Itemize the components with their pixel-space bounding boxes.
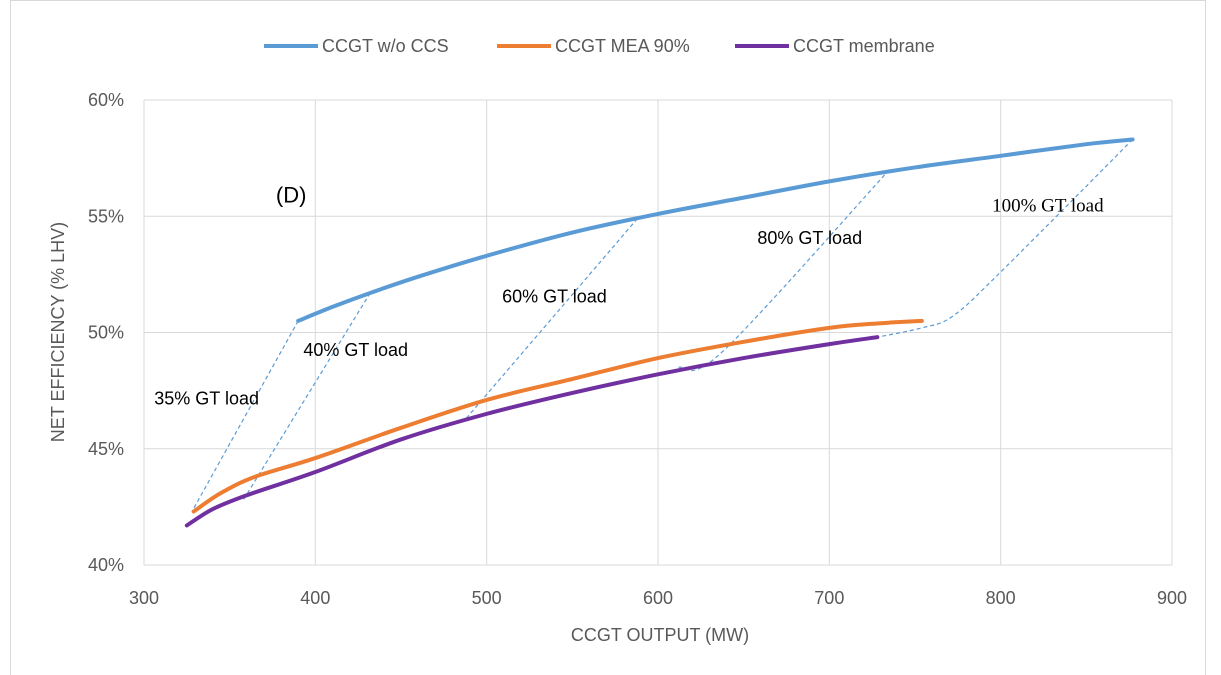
x-tick-label: 600 xyxy=(643,588,673,608)
x-tick-label: 400 xyxy=(300,588,330,608)
gt-load-line xyxy=(465,218,638,419)
annotation-label: 35% GT load xyxy=(154,389,259,409)
legend-label: CCGT MEA 90% xyxy=(555,36,690,56)
annotation-label: 80% GT load xyxy=(757,228,862,248)
legend: CCGT w/o CCS CCGT MEA 90% CCGT membrane xyxy=(264,36,935,56)
y-tick-label: 45% xyxy=(88,439,124,459)
series-lines xyxy=(184,137,1135,528)
y-axis-label: NET EFFICIENCY (% LHV) xyxy=(48,222,68,442)
gt-load-line xyxy=(877,139,1134,338)
gridlines xyxy=(143,99,1173,566)
legend-label: CCGT w/o CCS xyxy=(322,36,449,56)
legend-label: CCGT membrane xyxy=(793,36,935,56)
x-tick-label: 700 xyxy=(814,588,844,608)
annotation-label: 60% GT load xyxy=(502,286,607,306)
y-tick-label: 60% xyxy=(88,90,124,110)
x-tick-label: 300 xyxy=(129,588,159,608)
series-line xyxy=(296,137,1135,323)
series-line xyxy=(184,335,880,528)
y-tick-label: 40% xyxy=(88,555,124,575)
x-tick-label: 800 xyxy=(986,588,1016,608)
annotation-label: (D) xyxy=(276,182,307,207)
gt-load-line xyxy=(242,292,371,501)
annotation-label: 40% GT load xyxy=(303,340,408,360)
y-tick-label: 50% xyxy=(88,323,124,343)
tick-labels: 300 400 500 600 700 800 900 40% 45% 50% 55% 60% xyxy=(88,90,1187,608)
y-tick-label: 55% xyxy=(88,206,124,226)
annotation-label: 100% GT load xyxy=(992,196,1104,217)
x-tick-label: 900 xyxy=(1157,588,1187,608)
chart-frame xyxy=(10,0,1206,675)
annotations: (D) 35% GT load 40% GT load 60% GT load 80% … xyxy=(154,182,1104,408)
x-tick-label: 500 xyxy=(472,588,502,608)
x-axis-label: CCGT OUTPUT (MW) xyxy=(571,625,749,645)
series-line xyxy=(191,318,924,514)
